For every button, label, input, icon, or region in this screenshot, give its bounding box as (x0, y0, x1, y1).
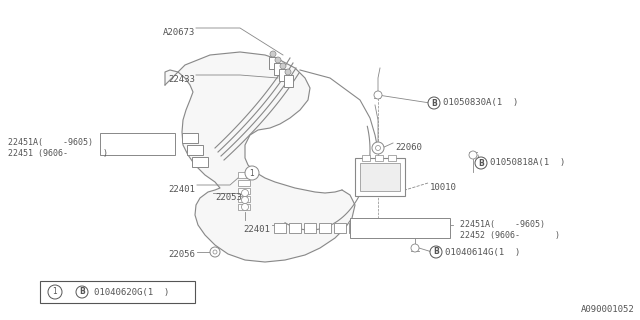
Text: B: B (478, 158, 484, 167)
Text: 01040620G(1  ): 01040620G(1 ) (94, 287, 169, 297)
Circle shape (76, 286, 88, 298)
Bar (238, 196, 250, 202)
Bar (388, 155, 396, 161)
Text: 1: 1 (52, 287, 58, 297)
Circle shape (241, 204, 248, 211)
Text: 22060: 22060 (395, 143, 422, 152)
Bar (238, 180, 250, 186)
Circle shape (48, 285, 62, 299)
Bar (192, 157, 208, 167)
Bar (319, 223, 331, 233)
Circle shape (430, 246, 442, 258)
Circle shape (210, 247, 220, 257)
Text: 01050818A(1  ): 01050818A(1 ) (490, 158, 565, 167)
Bar (238, 204, 250, 210)
Bar (304, 223, 316, 233)
Circle shape (275, 57, 281, 63)
Bar (284, 75, 293, 87)
Bar (334, 223, 346, 233)
Bar (375, 155, 383, 161)
Text: B: B (79, 287, 85, 297)
Circle shape (374, 91, 382, 99)
Bar (182, 133, 198, 143)
Text: 22451A(    -9605): 22451A( -9605) (460, 220, 545, 229)
Text: A20673: A20673 (163, 28, 195, 37)
Text: 22452 (9606-       ): 22452 (9606- ) (460, 231, 560, 240)
Bar (269, 57, 278, 69)
Circle shape (376, 146, 381, 150)
Text: 22401: 22401 (243, 225, 270, 234)
Circle shape (241, 189, 248, 196)
Bar (279, 69, 288, 81)
Text: B: B (433, 247, 439, 257)
Bar (100, 133, 175, 155)
Bar (289, 223, 301, 233)
Bar (350, 218, 450, 238)
Circle shape (213, 250, 217, 254)
Circle shape (270, 51, 276, 57)
Circle shape (372, 142, 384, 154)
Text: 10010: 10010 (430, 183, 457, 192)
Circle shape (285, 69, 291, 75)
Text: 01050830A(1  ): 01050830A(1 ) (443, 99, 518, 108)
Circle shape (411, 244, 419, 252)
Text: A090001052: A090001052 (581, 305, 635, 314)
Circle shape (475, 157, 487, 169)
Bar (349, 223, 361, 233)
Text: 22053: 22053 (215, 193, 242, 202)
Text: 22451A(    -9605): 22451A( -9605) (8, 138, 93, 147)
Circle shape (428, 97, 440, 109)
Circle shape (280, 63, 286, 69)
Bar (274, 63, 283, 75)
Text: 22451 (9606-       ): 22451 (9606- ) (8, 149, 108, 158)
Circle shape (245, 166, 259, 180)
Text: 22433: 22433 (168, 75, 195, 84)
Text: 22056: 22056 (168, 250, 195, 259)
Circle shape (469, 151, 477, 159)
Bar (355, 158, 405, 196)
Bar (238, 188, 250, 194)
Circle shape (241, 196, 248, 204)
Bar (187, 145, 203, 155)
Text: 1: 1 (250, 169, 254, 178)
Text: B: B (431, 99, 437, 108)
Bar (274, 223, 286, 233)
Bar (40, 281, 195, 303)
Polygon shape (165, 52, 355, 262)
Bar (362, 155, 370, 161)
Bar (238, 172, 250, 178)
Text: 01040614G(1  ): 01040614G(1 ) (445, 247, 520, 257)
Text: 22401: 22401 (168, 185, 195, 194)
Bar (360, 163, 400, 191)
